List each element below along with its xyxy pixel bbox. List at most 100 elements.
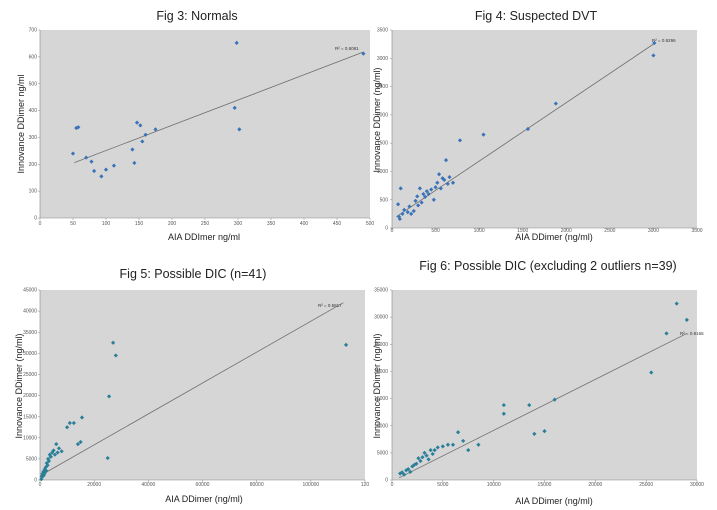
x-tick-label: 40000 [141, 482, 155, 488]
data-point [39, 477, 44, 482]
data-point [79, 415, 85, 420]
data-point [457, 138, 463, 143]
data-point [48, 454, 53, 459]
y-tick-label: 45000 [23, 288, 37, 294]
x-tick-label: 150 [135, 221, 144, 227]
data-point [398, 186, 403, 191]
x-tick-label: 80000 [250, 482, 264, 488]
data-point [400, 211, 405, 216]
y-tick-label: 0 [385, 478, 388, 484]
data-point [413, 198, 418, 203]
data-point [429, 187, 434, 192]
data-point [343, 342, 349, 347]
data-point [89, 159, 94, 164]
data-point [140, 139, 145, 144]
data-point [532, 431, 537, 436]
data-point [418, 458, 423, 464]
y-tick-label: 0 [385, 226, 388, 232]
y-tick-label: 200 [29, 162, 38, 168]
x-axis-title: AIA DDImer ng/ml [168, 232, 240, 242]
data-point [442, 177, 447, 183]
x-tick-label: 250 [201, 221, 210, 227]
x-tick-label: 3000 [648, 228, 659, 234]
x-tick-label: 2000 [561, 228, 572, 234]
x-axis-title: AIA DDimer (ng/ml) [165, 494, 243, 504]
x-tick-label: 30000 [690, 482, 704, 488]
data-point [84, 155, 89, 160]
data-point [445, 181, 450, 186]
data-point [552, 397, 557, 402]
y-tick-label: 600 [29, 54, 38, 60]
data-point [476, 442, 481, 447]
y-tick-label: 3000 [377, 56, 388, 62]
data-point [44, 468, 49, 473]
data-point [406, 467, 411, 472]
data-point [92, 168, 97, 174]
y-tick-label: 5000 [377, 450, 388, 456]
data-point [525, 126, 531, 132]
data-point [412, 462, 417, 467]
data-point [409, 211, 414, 216]
data-point [416, 203, 421, 208]
data-point [433, 185, 438, 190]
data-point [414, 461, 419, 466]
data-point [649, 370, 654, 375]
y-tick-label: 35000 [23, 330, 37, 336]
x-tick-label: 20000 [588, 482, 602, 488]
data-point [70, 151, 76, 156]
y-tick-label: 100 [29, 189, 38, 195]
data-point [43, 465, 48, 470]
y-tick-label: 25000 [374, 342, 388, 348]
y-tick-label: 40000 [23, 309, 37, 315]
data-point [45, 463, 50, 468]
x-tick-label: 20000 [87, 482, 101, 488]
data-point [132, 160, 137, 166]
data-point [143, 132, 148, 137]
data-point [55, 450, 60, 455]
y-tick-label: 1500 [377, 141, 388, 147]
data-point [41, 469, 46, 474]
x-tick-label: 25000 [639, 482, 653, 488]
data-point [111, 163, 117, 168]
trendline [398, 333, 688, 479]
data-point [237, 127, 242, 132]
data-point [138, 123, 143, 128]
y-tick-label: 20000 [23, 393, 37, 399]
data-point [54, 442, 59, 447]
data-point [415, 194, 420, 199]
x-tick-label: 1000 [474, 228, 485, 234]
data-point [153, 127, 158, 132]
data-point [426, 191, 431, 197]
y-tick-label: 500 [380, 197, 389, 203]
data-point [52, 452, 57, 457]
x-tick-label: 0 [39, 482, 42, 488]
data-point [684, 317, 689, 322]
data-point [397, 216, 402, 222]
data-point [431, 197, 436, 202]
y-tick-label: 700 [29, 28, 38, 34]
y-tick-label: 1000 [377, 169, 388, 175]
data-point [664, 331, 669, 336]
data-point [447, 174, 452, 180]
y-tick-label: 20000 [374, 369, 388, 375]
x-tick-label: 5000 [437, 482, 448, 488]
data-point [411, 208, 416, 214]
y-tick-label: 2500 [377, 84, 388, 90]
x-tick-label: 100 [102, 221, 111, 227]
data-point [440, 176, 445, 181]
data-point [501, 402, 506, 408]
data-point [402, 472, 407, 477]
x-tick-label: 50 [70, 221, 76, 227]
data-point [424, 189, 429, 194]
y-axis-title: Innovance DDimer ng/ml [16, 74, 26, 173]
data-point [402, 207, 407, 212]
data-point [361, 51, 366, 56]
plot-area [392, 290, 697, 480]
data-point [432, 448, 437, 453]
y-tick-label: 3500 [377, 28, 388, 34]
data-point [435, 445, 440, 450]
r-squared-label: R² = 0.6081 [335, 46, 359, 51]
data-point [421, 191, 426, 197]
data-point [501, 411, 506, 416]
